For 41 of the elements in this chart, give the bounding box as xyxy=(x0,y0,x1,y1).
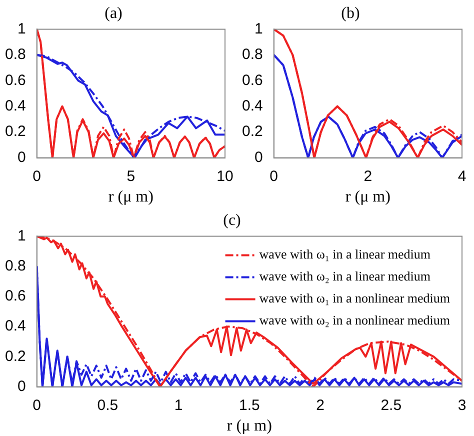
y-tick-label: 0.2 xyxy=(4,123,26,140)
x-tick-label: 1.5 xyxy=(238,396,260,414)
y-tick-label: 0.6 xyxy=(4,288,26,305)
y-tick-label: 1 xyxy=(18,20,26,38)
legend-label: wave with ω₁ in a linear medium xyxy=(259,246,431,262)
x-tick-label: 0 xyxy=(270,168,278,185)
x-tick-label: 0 xyxy=(32,168,42,185)
y-tick-label: 0.8 xyxy=(4,46,26,64)
y-tick-label: 1 xyxy=(254,20,263,38)
y-tick-label: 0.2 xyxy=(4,348,26,365)
legend-label: wave with ω₂ in a linear medium xyxy=(259,268,431,284)
legend-label: wave with ω₂ in a nonlinear medium xyxy=(259,312,450,328)
y-tick-label: 0.6 xyxy=(4,72,26,89)
x-tick-label: 3 xyxy=(458,396,466,414)
chart-title: (a) xyxy=(104,4,122,22)
chart-title: (b) xyxy=(341,4,360,22)
y-tick-label: 0.6 xyxy=(242,72,263,89)
x-tick-label: 0 xyxy=(32,396,42,414)
legend-label: wave with ω₁ in a nonlinear medium xyxy=(259,290,450,306)
x-tick-label: 2.5 xyxy=(380,396,402,414)
x-axis-title: r (μ m) xyxy=(108,188,154,206)
y-tick-label: 0.4 xyxy=(4,98,26,114)
x-axis-title: r (μ m) xyxy=(345,188,390,206)
y-tick-label: 0 xyxy=(254,148,263,166)
y-tick-label: 0.8 xyxy=(4,257,26,274)
x-tick-label: 1 xyxy=(174,396,183,414)
x-tick-label: 10 xyxy=(216,168,234,185)
y-tick-label: 0.2 xyxy=(242,123,263,140)
y-tick-label: 1 xyxy=(18,227,26,244)
x-tick-label: 2 xyxy=(364,168,372,185)
x-tick-label: 4 xyxy=(458,168,466,185)
x-tick-label: 2 xyxy=(316,396,324,414)
y-tick-label: 0 xyxy=(18,148,26,166)
y-tick-label: 0.4 xyxy=(4,318,26,335)
y-tick-label: 0.4 xyxy=(242,98,263,114)
x-tick-label: 5 xyxy=(126,168,136,185)
x-axis-title: r (μ m) xyxy=(226,418,272,435)
x-tick-label: 0.5 xyxy=(97,396,118,414)
y-tick-label: 0.8 xyxy=(242,46,263,64)
chart-title: (c) xyxy=(223,212,241,229)
y-tick-label: 0 xyxy=(18,378,26,395)
